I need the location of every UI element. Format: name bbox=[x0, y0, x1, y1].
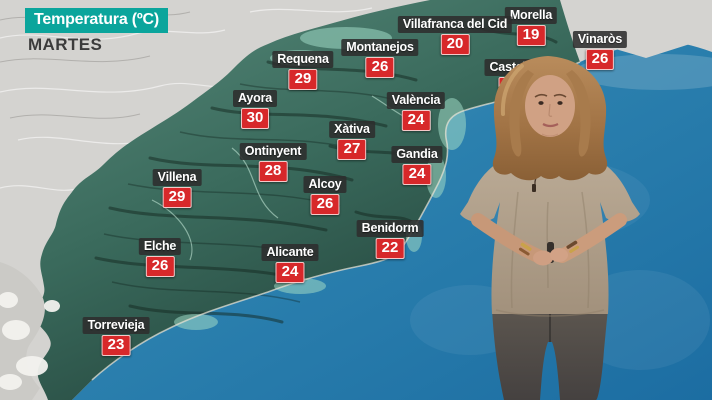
station-name: Xàtiva bbox=[329, 121, 375, 139]
station-temperature: 26 bbox=[145, 256, 175, 278]
station-name: Torrevieja bbox=[82, 317, 150, 335]
presenter-face-features bbox=[534, 93, 567, 137]
station-name: Benidorm bbox=[356, 220, 424, 238]
station: Vinaròs 26 bbox=[572, 31, 628, 71]
station-name: València bbox=[386, 92, 446, 110]
southwest-white-patches bbox=[0, 292, 60, 390]
station-temperature: 19 bbox=[516, 25, 546, 47]
station-temperature: 23 bbox=[101, 335, 131, 357]
station: Benidorm 22 bbox=[356, 220, 424, 260]
presenter-pants bbox=[492, 308, 608, 400]
necklace-charm bbox=[532, 184, 536, 192]
station-temperature: 28 bbox=[258, 161, 288, 183]
station-name: Villafranca del Cid bbox=[397, 16, 513, 34]
temperature-title: Temperatura (ºC) bbox=[25, 8, 169, 34]
station-name: Villena bbox=[152, 169, 202, 187]
hair-highlight bbox=[500, 64, 524, 116]
station-temperature: 26 bbox=[585, 49, 615, 71]
station: Alcoy 26 bbox=[303, 176, 347, 216]
station: Ontinyent 28 bbox=[239, 143, 307, 183]
station-temperature: 30 bbox=[240, 108, 270, 130]
station-temperature: 27 bbox=[337, 139, 367, 161]
station-temperature: 29 bbox=[288, 69, 318, 91]
presenter-left-hand bbox=[533, 250, 553, 266]
station: Xàtiva 27 bbox=[329, 121, 375, 161]
weather-presenter bbox=[460, 56, 640, 400]
station-name: Montanejos bbox=[341, 39, 419, 57]
presenter-right-hand bbox=[550, 248, 568, 262]
day-label: MARTES bbox=[28, 35, 103, 54]
station: Alicante 24 bbox=[261, 244, 319, 284]
station: València 24 bbox=[386, 92, 446, 132]
station-name: Gandia bbox=[391, 146, 443, 164]
station: Villafranca del Cid 20 bbox=[397, 16, 513, 56]
hair-strand-left bbox=[509, 70, 534, 157]
station: Ayora 30 bbox=[233, 90, 277, 130]
ebro-delta bbox=[612, 32, 690, 58]
bracelets bbox=[518, 240, 580, 256]
station-name: Morella bbox=[504, 7, 558, 25]
station: Requena 29 bbox=[272, 51, 334, 91]
station-name: Vinaròs bbox=[572, 31, 628, 49]
station: Montanejos 26 bbox=[341, 39, 419, 79]
station-temperature: 22 bbox=[375, 238, 405, 260]
hair-strand-right bbox=[566, 70, 591, 157]
station-name: Ontinyent bbox=[239, 143, 307, 161]
station: Morella 19 bbox=[504, 7, 558, 47]
presenter-top bbox=[460, 146, 640, 314]
station-name: Elche bbox=[138, 238, 182, 256]
station-temperature: 26 bbox=[310, 194, 340, 216]
station-name: Alicante bbox=[261, 244, 319, 262]
station: Villena 29 bbox=[152, 169, 202, 209]
station-temperature: 24 bbox=[402, 164, 432, 186]
station-temperature: 26 bbox=[365, 57, 395, 79]
station-temperature: 24 bbox=[401, 110, 431, 132]
station: Gandia 24 bbox=[391, 146, 443, 186]
station-name: Ayora bbox=[233, 90, 277, 108]
station: Torrevieja 23 bbox=[82, 317, 150, 357]
station-name: Alcoy bbox=[303, 176, 347, 194]
station-temperature: 29 bbox=[162, 187, 192, 209]
station-temperature: 24 bbox=[275, 262, 305, 284]
blouse-folds bbox=[495, 191, 605, 317]
station-name: Requena bbox=[272, 51, 334, 69]
station-temperature: 20 bbox=[440, 34, 470, 56]
presenter-left-forearm bbox=[471, 213, 545, 263]
station: Elche 26 bbox=[138, 238, 182, 278]
